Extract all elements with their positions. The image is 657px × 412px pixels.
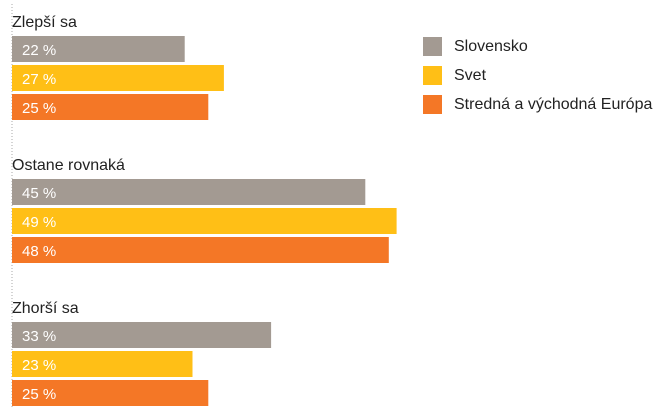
data-label-stredna-a-vychodna-europa-zlepsi-sa: 25 % [22, 100, 56, 117]
bar-svet-zhorsi-sa [12, 351, 193, 377]
bar-slovensko-zhorsi-sa [12, 322, 272, 348]
bar-slovensko-zlepsi-sa [12, 36, 185, 62]
data-label-slovensko-zhorsi-sa: 33 % [22, 328, 56, 345]
legend-item-slovensko: Slovensko [423, 32, 652, 61]
category-label-zhorsi-sa: Zhorší sa [12, 300, 79, 317]
data-label-slovensko-zlepsi-sa: 22 % [22, 42, 56, 59]
data-label-svet-ostane-rovnaka: 49 % [22, 214, 56, 231]
bar-svet-ostane-rovnaka [12, 208, 397, 234]
bar-stredna-a-vychodna-europa-zhorsi-sa [12, 380, 209, 406]
category-label-zlepsi-sa: Zlepší sa [12, 14, 77, 31]
bar-slovensko-ostane-rovnaka [12, 179, 366, 205]
bar-stredna-a-vychodna-europa-ostane-rovnaka [12, 237, 389, 263]
data-label-stredna-a-vychodna-europa-ostane-rovnaka: 48 % [22, 243, 56, 260]
data-label-svet-zhorsi-sa: 23 % [22, 357, 56, 374]
legend-swatch-slovensko [423, 37, 442, 56]
category-label-ostane-rovnaka: Ostane rovnaká [12, 157, 125, 174]
data-label-slovensko-ostane-rovnaka: 45 % [22, 185, 56, 202]
data-label-svet-zlepsi-sa: 27 % [22, 71, 56, 88]
bar-stredna-a-vychodna-europa-zlepsi-sa [12, 94, 209, 120]
legend-item-svet: Svet [423, 61, 652, 90]
legend-item-stredna-a-vychodna-europa: Stredná a východná Európa [423, 90, 652, 119]
legend-label-slovensko: Slovensko [454, 37, 528, 55]
legend-label-svet: Svet [454, 66, 487, 84]
legend-label-stredna-a-vychodna-europa: Stredná a východná Európa [454, 95, 653, 113]
bar-svet-zlepsi-sa [12, 65, 224, 91]
legend-swatch-stredna-a-vychodna-europa [423, 95, 442, 114]
legend: Slovensko Svet Stredná a východná Európa [423, 32, 652, 119]
data-label-stredna-a-vychodna-europa-zhorsi-sa: 25 % [22, 386, 56, 403]
legend-swatch-svet [423, 66, 442, 85]
